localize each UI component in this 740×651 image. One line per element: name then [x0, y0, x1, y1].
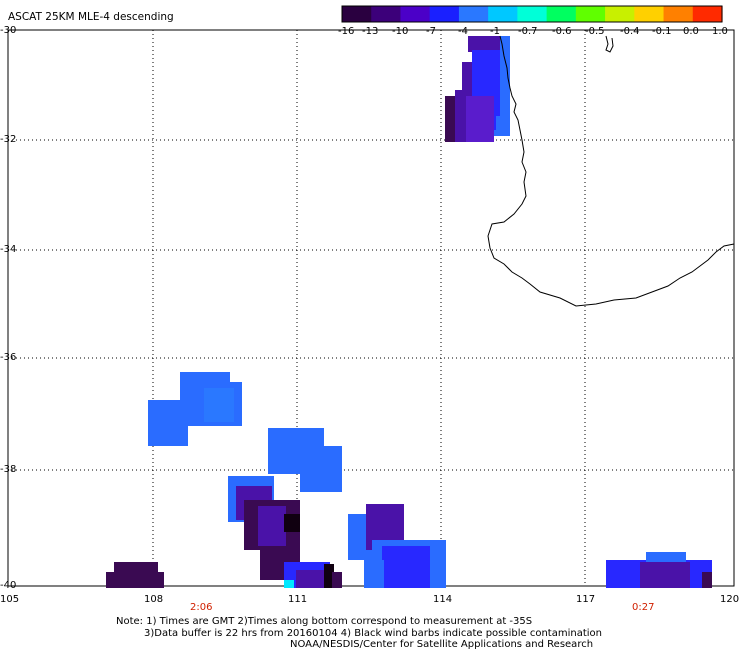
x-tick-label: 117 [576, 594, 596, 605]
x-tick-label: 108 [144, 594, 164, 605]
y-tick-label: -40 [0, 580, 17, 591]
data-block [332, 572, 342, 588]
data-block [646, 552, 686, 562]
y-tick-label: -38 [0, 464, 17, 475]
gridlines [8, 30, 734, 586]
y-tick-label: -30 [0, 25, 17, 36]
data-block [468, 36, 500, 52]
island [605, 35, 614, 53]
colorbar-tick-label: -13 [362, 26, 379, 37]
data-block [702, 572, 712, 588]
colorbar-swatch [634, 6, 665, 22]
data-block [466, 96, 494, 142]
colorbar-tick-label: -0.4 [620, 26, 640, 37]
colorbar-tick-label: -0.7 [518, 26, 538, 37]
data-block [284, 580, 294, 588]
colorbar-swatch [400, 6, 431, 22]
colorbar-tick-label: -0.5 [585, 26, 605, 37]
data-block [284, 514, 300, 532]
note-line-3: NOAA/NESDIS/Center for Satellite Applica… [290, 639, 594, 650]
colorbar-tick-label: 1.0 [712, 26, 728, 37]
x-tick-label: 105 [0, 594, 20, 605]
colorbar-swatch [692, 6, 723, 22]
data-block [455, 90, 467, 142]
data-block [148, 400, 188, 446]
x-tick-label: 114 [433, 594, 453, 605]
note-line-2: 3)Data buffer is 22 hrs from 20160104 4)… [144, 628, 602, 639]
colorbar-tick-label: -0.1 [652, 26, 672, 37]
data-block [204, 388, 234, 422]
y-tick-label: -32 [0, 134, 17, 145]
colorbar-tick-label: -10 [392, 26, 409, 37]
colorbar-tick-label: -16 [338, 26, 355, 37]
time-label: 2:06 [190, 602, 213, 613]
data-block [106, 572, 164, 588]
data-pixels [106, 36, 712, 588]
data-block [640, 562, 690, 588]
colorbar-swatch [458, 6, 489, 22]
data-block [496, 116, 510, 132]
x-tick-label: 120 [720, 594, 740, 605]
colorbar-swatch [371, 6, 402, 22]
data-block [258, 506, 286, 546]
colorbar-swatch [488, 6, 518, 22]
plot-title: ASCAT 25KM MLE-4 descending [8, 11, 174, 23]
colorbar-tick-label: -0.6 [552, 26, 572, 37]
colorbar-swatch [517, 6, 548, 22]
data-block [296, 570, 326, 588]
colorbar-border [341, 5, 723, 23]
y-tick-label: -34 [0, 244, 17, 255]
note-line-1: Note: 1) Times are GMT 2)Times along bot… [116, 616, 533, 627]
colorbar [341, 5, 723, 23]
colorbar-tick-label: -1 [490, 26, 500, 37]
colorbar-swatch [342, 6, 372, 22]
y-tick-label: -36 [0, 352, 17, 363]
data-block [382, 546, 430, 588]
x-tick-label: 111 [288, 594, 308, 605]
colorbar-swatch [429, 6, 460, 22]
data-block [300, 446, 342, 492]
time-label: 0:27 [632, 602, 655, 613]
coastline [487, 35, 735, 307]
data-block [364, 560, 384, 588]
plot-frame [7, 29, 735, 587]
colorbar-swatch [575, 6, 606, 22]
colorbar-swatch [663, 6, 694, 22]
colorbar-swatch [546, 6, 577, 22]
colorbar-swatch [605, 6, 635, 22]
colorbar-tick-label: 0.0 [683, 26, 699, 37]
colorbar-tick-label: -4 [458, 26, 468, 37]
colorbar-tick-label: -7 [426, 26, 436, 37]
data-block [324, 564, 334, 588]
